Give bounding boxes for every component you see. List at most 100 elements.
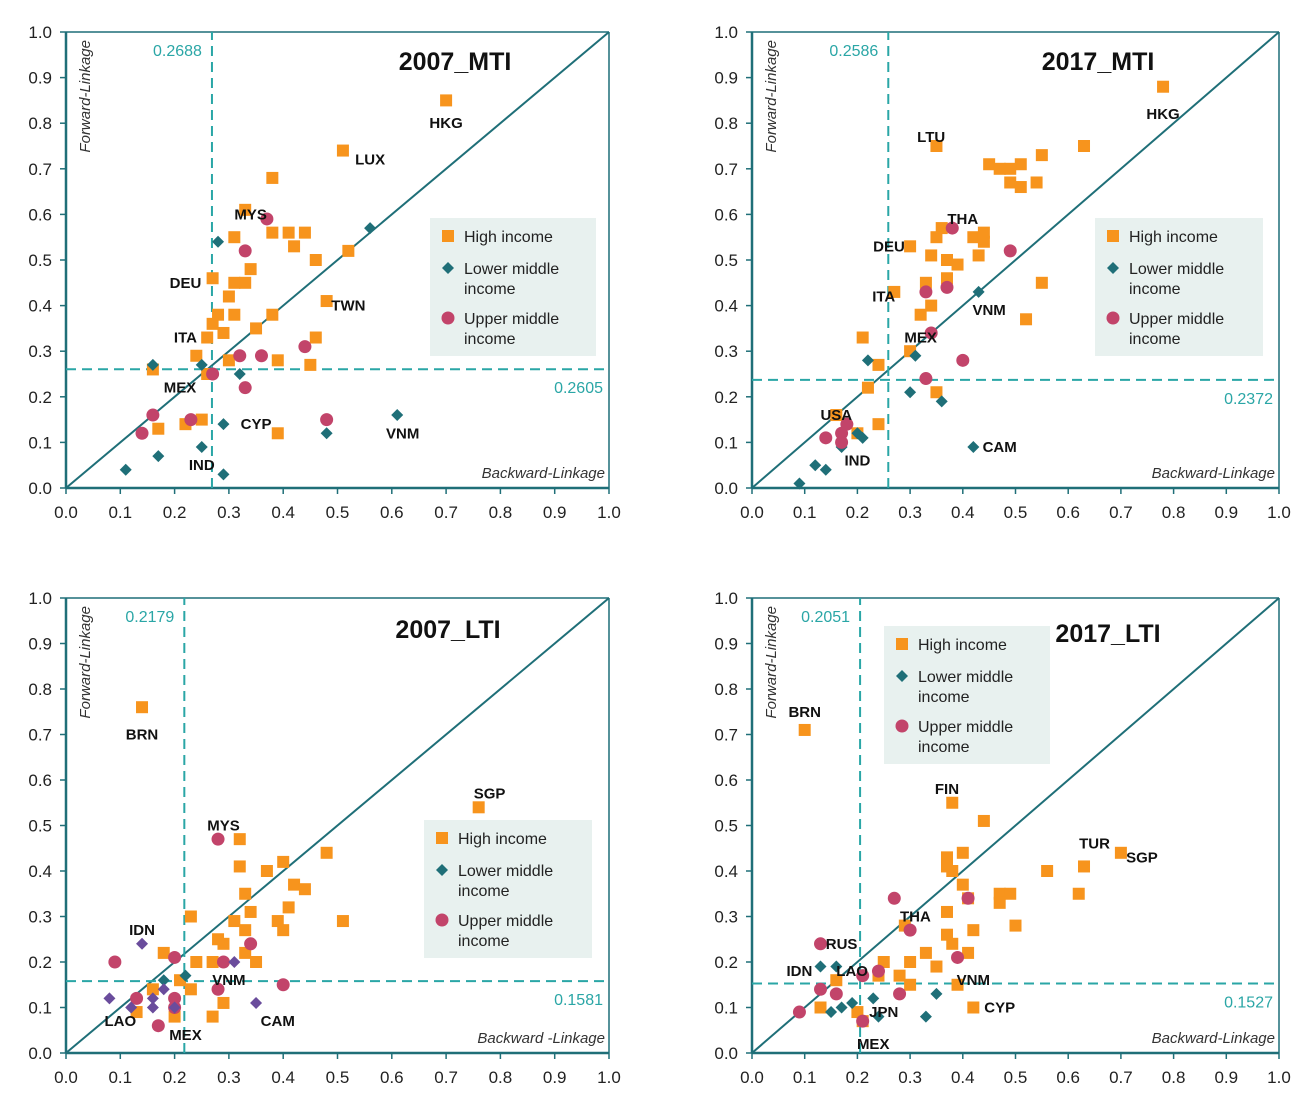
legend: High income Lower middle income Upper middl… (424, 820, 592, 958)
data-point (946, 937, 959, 950)
country-label: LAO (104, 1013, 136, 1030)
x-tick-label: 0.2 (846, 503, 870, 522)
country-label: MYS (207, 818, 240, 835)
data-point (130, 991, 144, 1005)
y-tick-label: 0.9 (714, 69, 738, 88)
y-tick-label: 0.8 (714, 680, 738, 699)
series-1 (798, 723, 1127, 1028)
data-point (336, 144, 349, 157)
data-point (946, 865, 959, 877)
country-label: LAO (836, 963, 868, 980)
data-point (993, 887, 1006, 900)
x-tick-label: 0.3 (898, 503, 922, 522)
data-point (125, 1001, 138, 1014)
x-tick-label: 0.4 (951, 1068, 975, 1087)
data-point (168, 991, 182, 1005)
data-point (792, 1005, 806, 1019)
data-point (195, 413, 208, 426)
data-point (925, 249, 938, 262)
y-tick-label: 1.0 (28, 23, 52, 42)
y-tick-label: 0.5 (28, 817, 52, 836)
data-point (1003, 244, 1017, 258)
data-point (919, 1010, 932, 1023)
data-point (856, 331, 869, 344)
x-tick-label: 0.7 (434, 1068, 458, 1087)
threshold-y-label: 0.2372 (1224, 391, 1273, 408)
data-point (179, 969, 192, 982)
y-tick-label: 0.9 (714, 635, 738, 654)
data-point (967, 440, 980, 453)
data-point (1004, 162, 1017, 175)
legend-label: income (458, 933, 510, 950)
data-point (856, 969, 870, 983)
x-tick-label: 1.0 (597, 503, 621, 522)
y-axis-label: Forward-Linkage (77, 606, 94, 719)
y-tick-label: 0.1 (714, 433, 738, 452)
legend-marker (1107, 262, 1119, 274)
data-point (903, 923, 917, 937)
legend-label: income (1129, 331, 1181, 348)
x-tick-label: 0.9 (543, 1068, 567, 1087)
country-label: ITA (872, 288, 895, 305)
x-tick-label: 0.5 (1004, 503, 1028, 522)
data-point (212, 308, 225, 321)
y-tick-label: 0.3 (28, 342, 52, 361)
y-tick-label: 0.5 (714, 251, 738, 270)
data-point (216, 955, 230, 969)
series-1 (146, 94, 453, 440)
y-tick-label: 0.2 (28, 388, 52, 407)
panel-1: 0.0 0.1 0.2 0.3 0.4 0.5 0.6 0.7 0.8 0.9 1.0 0.0 0.1 0… (28, 23, 620, 522)
data-point (867, 992, 880, 1005)
x-tick-label: 0.6 (380, 1068, 404, 1087)
data-point (320, 295, 333, 308)
legend-marker (442, 230, 454, 242)
legend-label: Upper middle (1129, 311, 1224, 328)
data-point (830, 960, 843, 973)
data-point (304, 358, 317, 371)
x-tick-label: 1.0 (1267, 1068, 1291, 1087)
data-point (872, 418, 885, 431)
x-tick-label: 0.7 (434, 503, 458, 522)
legend-label: income (464, 331, 516, 348)
data-point (930, 140, 943, 152)
data-point (904, 240, 917, 253)
data-point (228, 308, 241, 321)
country-label: MEX (904, 330, 937, 347)
data-point (814, 937, 828, 951)
country-label: TUR (1079, 836, 1110, 853)
data-point (819, 463, 832, 476)
data-point (851, 427, 864, 440)
data-point (342, 244, 355, 257)
data-point (250, 322, 263, 335)
country-label: MYS (234, 206, 267, 223)
data-point (1035, 276, 1048, 289)
data-point (798, 723, 811, 736)
data-point (212, 235, 225, 248)
x-tick-label: 0.0 (54, 1068, 78, 1087)
country-label: VNM (386, 425, 419, 442)
data-point (288, 878, 301, 891)
x-axis-label: Backward -Linkage (477, 1030, 605, 1047)
legend-label: High income (918, 637, 1007, 654)
data-point (238, 381, 252, 395)
country-label: SGP (474, 786, 506, 803)
x-tick-label: 0.8 (489, 1068, 513, 1087)
data-point (904, 956, 917, 968)
legend-label: Lower middle (918, 669, 1013, 686)
data-point (277, 924, 290, 937)
data-point (951, 950, 965, 964)
y-tick-label: 0.7 (28, 726, 52, 745)
legend-marker (896, 670, 908, 682)
data-point (206, 956, 219, 968)
data-point (951, 978, 964, 991)
data-point (977, 226, 990, 239)
data-point (861, 381, 874, 394)
x-tick-label: 0.1 (793, 1068, 817, 1087)
legend-marker (436, 864, 448, 876)
x-tick-label: 0.0 (740, 503, 764, 522)
x-tick-label: 0.9 (1214, 1068, 1238, 1087)
x-tick-label: 0.3 (217, 1068, 241, 1087)
legend-box (430, 218, 596, 356)
y-tick-label: 0.8 (28, 680, 52, 699)
